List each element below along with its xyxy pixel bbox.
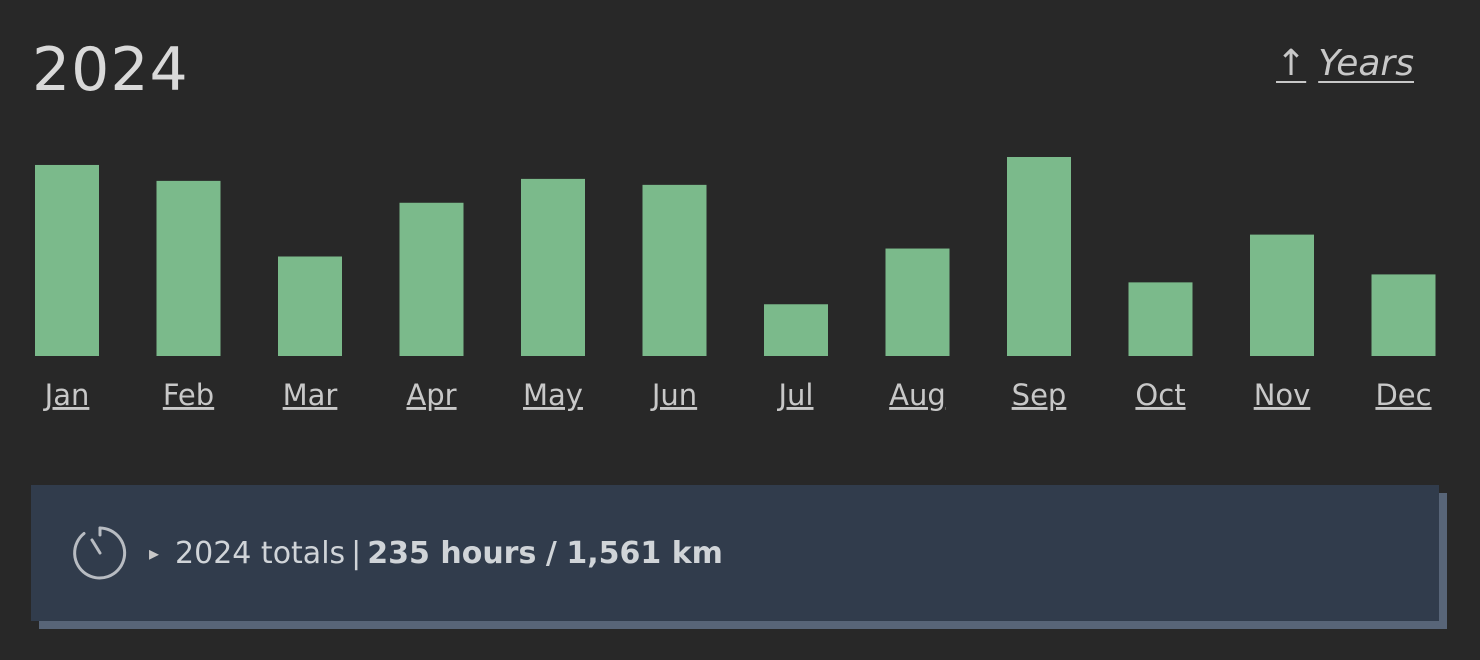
arrow-up-icon: ↑ (1276, 43, 1307, 84)
bar-oct[interactable] (1128, 282, 1193, 356)
years-link[interactable]: ↑ Years (1276, 42, 1414, 86)
page-title: 2024 (32, 35, 189, 105)
bar-apr[interactable] (399, 202, 464, 356)
month-label-aug[interactable]: Aug (889, 378, 946, 412)
years-link-label: Years (1318, 43, 1414, 84)
bar-feb[interactable] (156, 180, 221, 356)
month-label-dec[interactable]: Dec (1375, 378, 1431, 412)
bar-mar[interactable] (278, 256, 342, 357)
bar-aug[interactable] (885, 248, 950, 356)
month-label-mar[interactable]: Mar (283, 378, 338, 412)
bar-jul[interactable] (764, 304, 828, 356)
month-label-feb[interactable]: Feb (163, 378, 214, 412)
totals-slash: / (545, 535, 557, 571)
totals-summary[interactable]: ▸ 2024 totals | 235 hours / 1,561 km (31, 485, 1439, 621)
month-label-apr[interactable]: Apr (406, 378, 456, 412)
bar-jun[interactable] (642, 184, 707, 356)
bar-jan[interactable] (35, 164, 99, 356)
stopwatch-icon (71, 524, 129, 582)
month-label-oct[interactable]: Oct (1135, 378, 1185, 412)
totals-text: 2024 totals | 235 hours / 1,561 km (175, 536, 723, 571)
month-label-jan[interactable]: Jan (43, 378, 90, 412)
month-label-sep[interactable]: Sep (1012, 378, 1067, 412)
totals-separator: | (351, 535, 362, 571)
month-label-may[interactable]: May (523, 378, 583, 412)
totals-label: 2024 totals (175, 535, 346, 571)
month-label-nov[interactable]: Nov (1254, 378, 1311, 412)
monthly-bar-chart: Jan Feb Mar Apr May Jun Jul Aug Sep Oct Nov Dec (35, 157, 1436, 412)
bar-sep[interactable] (1007, 157, 1071, 356)
month-label-jun[interactable]: Jun (650, 378, 697, 412)
bar-nov[interactable] (1250, 234, 1314, 356)
month-label-jul[interactable]: Jul (777, 378, 814, 412)
totals-distance: 1,561 km (566, 535, 723, 571)
bar-dec[interactable] (1371, 274, 1436, 356)
totals-hours: 235 hours (367, 535, 537, 571)
bar-may[interactable] (521, 178, 585, 356)
expand-caret-icon: ▸ (149, 541, 160, 565)
